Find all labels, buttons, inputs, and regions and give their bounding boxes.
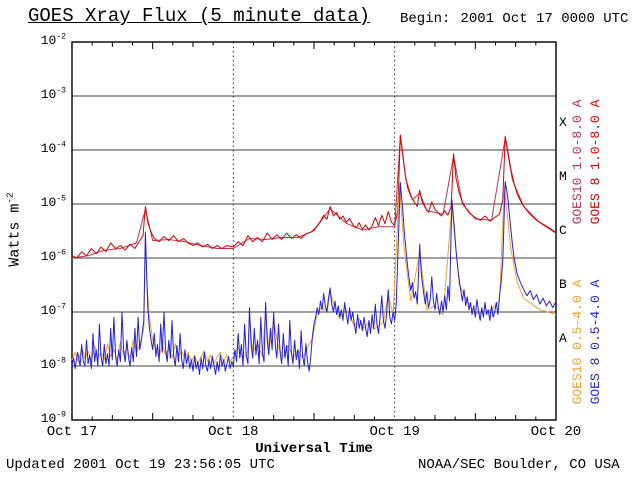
y-tick-label: 10-4 [40, 140, 66, 156]
begin-value: 2001 Oct 17 0000 UTC [460, 11, 629, 27]
flare-class-label: B [559, 277, 567, 292]
y-tick-label: 10-8 [40, 356, 66, 372]
x-axis-label: Universal Time [255, 441, 373, 457]
source-credit: NOAA/SEC Boulder, CO USA [418, 457, 620, 473]
plot-border [71, 41, 557, 421]
updated-timestamp: Updated 2001 Oct 19 23:56:05 UTC [6, 457, 275, 473]
y-tick-label: 10-7 [40, 302, 66, 318]
y-tick-label: 10-5 [40, 194, 66, 210]
flare-class-label: M [559, 169, 567, 184]
y-tick-label: 10-9 [40, 410, 66, 426]
begin-timestamp: Begin: 2001 Oct 17 0000 UTC [400, 11, 628, 27]
legend-goes10-long: GOES10 1.0-8.0 A [570, 99, 585, 225]
trace-goes10-1.0-8.0-a [71, 136, 556, 259]
y-tick-label: 10-2 [40, 32, 66, 48]
trace-goes-8-0.5-4.0-a [71, 181, 556, 375]
legend-goes8-long: GOES 8 1.0-8.0 A [588, 99, 603, 225]
flare-class-label: X [559, 115, 567, 130]
chart-title: GOES Xray Flux (5 minute data) [28, 5, 371, 27]
legend-goes8-short: GOES 8 0.5-4.0 A [588, 279, 603, 405]
flare-class-label: C [559, 223, 567, 238]
trace-goes-8-1.0-8.0-a [71, 134, 556, 259]
x-tick-label: Oct 18 [208, 424, 259, 440]
y-tick-label: 10-6 [40, 248, 66, 264]
y-tick-label: 10-3 [40, 86, 66, 102]
x-tick-label: Oct 19 [369, 424, 420, 440]
legend-goes10-short: GOES10 0.5-4.0 A [570, 279, 585, 405]
begin-label: Begin: [400, 11, 451, 27]
x-tick-label: Oct 17 [46, 424, 98, 440]
x-tick-label: Oct 20 [530, 424, 582, 440]
flare-class-label: A [559, 331, 567, 346]
